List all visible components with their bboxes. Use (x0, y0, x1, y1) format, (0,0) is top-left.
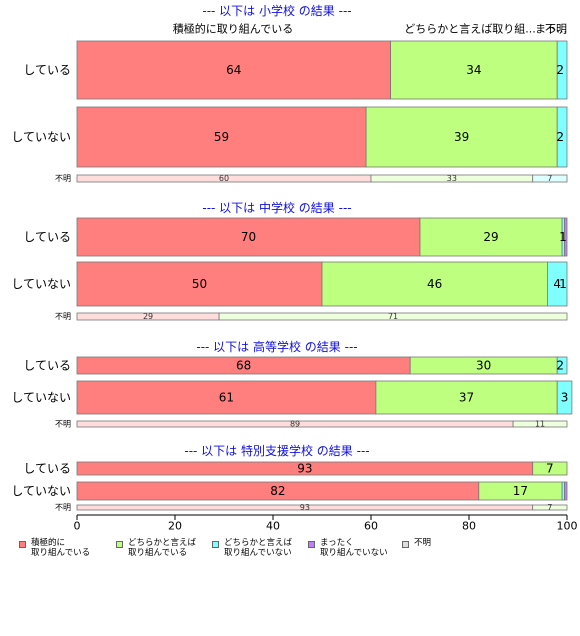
x-tick-label: 0 (74, 520, 81, 533)
legend-swatch (402, 541, 409, 548)
data-label: 93 (297, 462, 312, 476)
data-label: 7 (546, 462, 554, 476)
data-label: 34 (466, 63, 481, 77)
bar-segment (532, 461, 568, 476)
data-label: 64 (226, 63, 241, 77)
data-label: 50 (192, 277, 207, 291)
data-label: 2 (556, 63, 564, 77)
row-label: している (23, 230, 71, 244)
legend-item: どちらかと言えば 取り組んでいない (212, 538, 292, 558)
data-label: 33 (447, 174, 457, 183)
data-label: 46 (427, 277, 442, 291)
data-label: 11 (535, 420, 545, 429)
header-label: 不明 (545, 23, 567, 36)
panel-title: --- 以下は 特別支援学校 の結果 --- (184, 443, 369, 458)
bar-segment (512, 420, 568, 428)
data-label: 39 (454, 130, 469, 144)
data-label: 60 (219, 174, 229, 183)
bar-segment (76, 106, 367, 168)
row-label: 不明 (55, 420, 71, 429)
row-label: 不明 (55, 503, 71, 512)
data-label: 1 (559, 277, 567, 291)
bar-segment (532, 504, 568, 511)
legend-label: どちらかと言えば 取り組んでいる (128, 538, 197, 558)
row-label: 不明 (55, 312, 71, 321)
data-label: 30 (476, 359, 491, 373)
data-label: 59 (214, 130, 229, 144)
legend-label: 不明 (414, 538, 432, 548)
data-label: 3 (561, 391, 569, 405)
data-label: 29 (483, 230, 498, 244)
legend-label: まったく 取り組んでいない (320, 538, 388, 558)
header-label: どちらかと言えば取り組... (404, 23, 536, 36)
row-label: していない (11, 484, 71, 498)
data-label: 71 (388, 312, 398, 321)
data-label: 70 (241, 230, 256, 244)
legend-swatch (308, 541, 315, 548)
bar-segment (390, 40, 558, 100)
bar-segment (76, 261, 323, 307)
legend-swatch (19, 541, 26, 548)
bar-segment (564, 481, 568, 501)
panel-title: --- 以下は 小学校 の結果 --- (202, 3, 351, 18)
data-label: 68 (236, 359, 251, 373)
row-label: していない (11, 391, 71, 405)
data-label: 61 (219, 391, 234, 405)
x-tick-label: 20 (168, 520, 182, 533)
legend-label: 積極的に 取り組んでいる (31, 538, 91, 558)
bar-segment (532, 174, 568, 183)
data-label: 82 (270, 484, 285, 498)
bar-segment (556, 380, 573, 415)
data-label: 1 (559, 230, 567, 244)
row-label: している (23, 359, 71, 373)
data-label: 7 (547, 503, 552, 512)
stacked-bar-chart: 積極的に取り組んでいる どちらかと言えば取り組... まっ...不明--- 以下は … (11, 3, 578, 533)
header-label: まっ... (535, 23, 567, 36)
header-label: 積極的に取り組んでいる (173, 22, 293, 36)
panel-title: --- 以下は 高等学校 の結果 --- (196, 339, 357, 354)
x-tick-label: 60 (364, 520, 378, 533)
bar-segment (218, 312, 568, 321)
data-label: 17 (513, 484, 528, 498)
row-label: していない (11, 277, 71, 291)
row-label: している (23, 63, 71, 77)
chart-legend: 積極的に 取り組んでいる どちらかと言えば 取り組んでいる どちらかと言えば 取り組… (0, 538, 580, 568)
legend-item: 積極的に 取り組んでいる (19, 538, 90, 558)
legend-item: 不明 (402, 538, 431, 548)
data-label: 2 (556, 359, 564, 373)
data-label: 29 (143, 312, 153, 321)
x-tick-label: 80 (462, 520, 476, 533)
legend-swatch (212, 541, 219, 548)
bar-segment (365, 106, 558, 168)
bar-segment (321, 261, 548, 307)
panel-title: --- 以下は 中学校 の結果 --- (202, 200, 351, 215)
row-label: していない (11, 130, 71, 144)
bar-segment (564, 217, 568, 257)
data-label: 4 (553, 277, 561, 291)
data-label: 37 (459, 391, 474, 405)
x-tick-label: 40 (266, 520, 280, 533)
data-label: 7 (547, 174, 552, 183)
bar-segment (556, 40, 568, 100)
bar-segment (556, 106, 568, 168)
legend-item: どちらかと言えば 取り組んでいる (116, 538, 196, 558)
x-tick-label: 100 (557, 520, 578, 533)
legend-label: どちらかと言えば 取り組んでいない (224, 538, 293, 558)
row-label: している (23, 462, 71, 476)
bar-segment (556, 356, 568, 375)
legend-swatch (116, 541, 123, 548)
bar-segment (547, 261, 568, 307)
row-label: 不明 (55, 174, 71, 183)
data-label: 2 (556, 130, 564, 144)
bar-segment (76, 217, 421, 257)
bar-segment (76, 380, 377, 415)
bar-segment (419, 217, 563, 257)
legend-item: まったく 取り組んでいない (308, 538, 388, 558)
data-label: 93 (300, 503, 310, 512)
data-label: 89 (290, 420, 300, 429)
